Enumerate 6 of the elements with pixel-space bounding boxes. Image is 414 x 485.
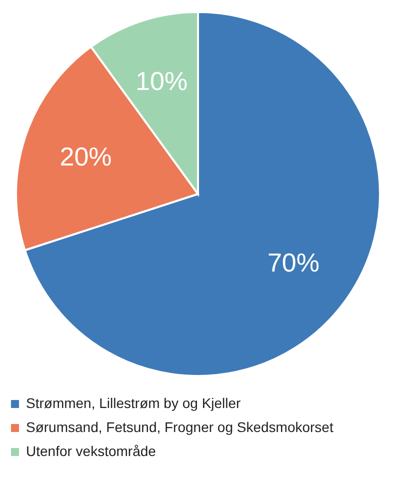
legend-label: Strømmen, Lillestrøm by og Kjeller (26, 395, 242, 411)
data-label: 10% (136, 66, 188, 96)
legend-label: Sørumsand, Fetsund, Frogner og Skedsmokorset (26, 419, 334, 435)
data-label: 20% (60, 142, 112, 172)
legend-label: Utenfor vekstområde (26, 443, 156, 459)
data-label: 70% (267, 247, 320, 278)
